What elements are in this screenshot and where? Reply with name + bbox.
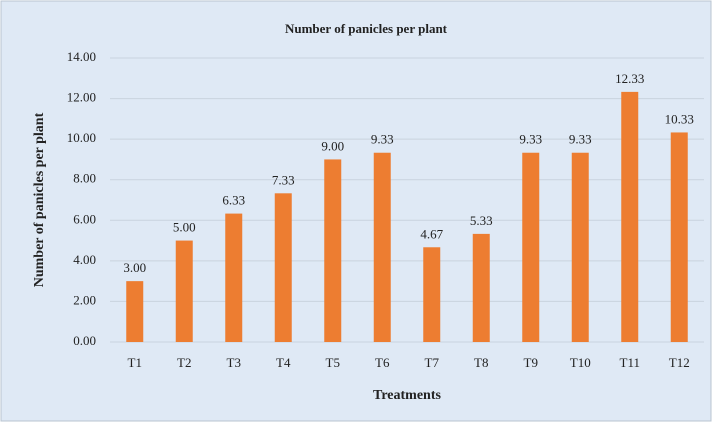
x-tick-label: T12 (669, 355, 690, 370)
chart-title: Number of panicles per plant (285, 21, 448, 36)
x-tick-label: T3 (227, 355, 241, 370)
x-tick-label: T5 (326, 355, 340, 370)
bar (126, 281, 144, 342)
bar (175, 240, 193, 342)
bar (225, 213, 243, 342)
x-tick-label: T7 (425, 355, 440, 370)
bar (472, 233, 490, 342)
bar (324, 159, 342, 342)
data-label: 12.33 (615, 71, 644, 86)
data-label: 9.33 (569, 132, 592, 147)
y-axis-title: Number of panicles per plant (32, 112, 47, 287)
x-tick-label: T9 (524, 355, 538, 370)
bar (571, 152, 589, 342)
x-tick-label: T6 (375, 355, 390, 370)
bar (522, 152, 540, 342)
data-label: 9.33 (519, 132, 542, 147)
data-label: 6.33 (222, 193, 245, 208)
data-label: 9.00 (321, 138, 344, 153)
y-tick-label: 10.00 (67, 130, 96, 145)
x-tick-label: T2 (177, 355, 191, 370)
x-tick-label: T8 (474, 355, 488, 370)
y-tick-label: 6.00 (73, 211, 96, 226)
y-tick-label: 12.00 (67, 90, 96, 105)
bar (423, 247, 441, 342)
data-label: 7.33 (272, 172, 295, 187)
data-label: 3.00 (123, 260, 146, 275)
data-label: 5.33 (470, 213, 493, 228)
bar (670, 132, 688, 342)
data-label: 10.33 (665, 111, 694, 126)
y-tick-label: 14.00 (67, 49, 96, 64)
y-tick-label: 8.00 (73, 171, 96, 186)
bar (621, 91, 639, 343)
data-label: 9.33 (371, 132, 394, 147)
x-axis-title: Treatments (373, 388, 441, 403)
data-label: 4.67 (420, 226, 443, 241)
x-tick-label: T11 (620, 355, 640, 370)
data-label: 5.00 (173, 220, 196, 235)
bar (373, 152, 391, 342)
x-tick-label: T4 (276, 355, 291, 370)
x-tick-label: T10 (570, 355, 591, 370)
x-tick-label: T1 (128, 355, 142, 370)
y-tick-label: 0.00 (73, 333, 96, 348)
y-tick-label: 2.00 (73, 292, 96, 307)
y-tick-label: 4.00 (73, 252, 96, 267)
bar (274, 193, 292, 342)
